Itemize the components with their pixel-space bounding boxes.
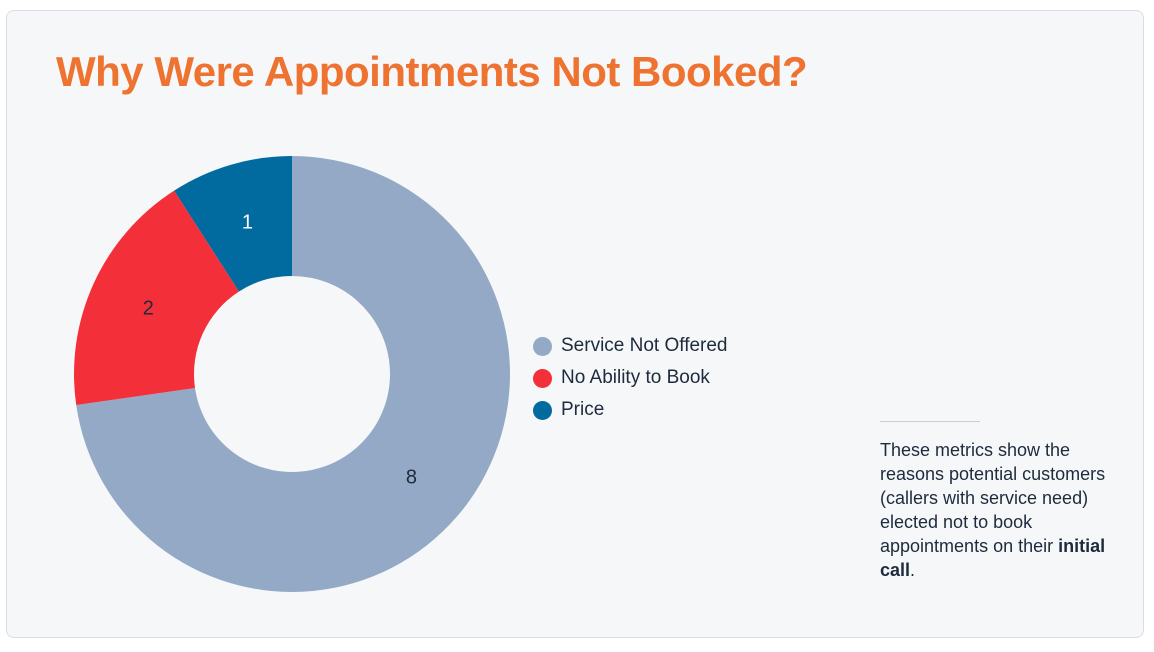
note-divider [880, 421, 980, 422]
legend-swatch [533, 368, 552, 388]
legend-label: Service Not Offered [561, 335, 728, 356]
donut-labels: 8 2 1 [143, 211, 417, 488]
donut-slices [74, 156, 510, 592]
slice-label-price: 1 [242, 211, 253, 233]
description-note: These metrics show the reasons potential… [880, 438, 1125, 582]
note-text-end: . [910, 560, 916, 580]
legend-swatch [533, 336, 552, 356]
legend-item-price: Price [533, 394, 728, 426]
slice-label-no-ability-to-book: 2 [143, 297, 154, 319]
legend-item-service-not-offered: Service Not Offered [533, 330, 728, 362]
slice-no-ability-to-book [74, 190, 240, 406]
legend-swatch [533, 400, 552, 420]
chart-legend: Service Not Offered No Ability to Book Pri… [533, 330, 728, 426]
note-text: These metrics show the reasons potential… [880, 440, 1106, 556]
legend-item-no-ability-to-book: No Ability to Book [533, 362, 728, 394]
chart-title: Why Were Appointments Not Booked? [56, 48, 808, 95]
slice-label-service-not-offered: 8 [406, 466, 417, 488]
slice-price [174, 156, 292, 292]
legend-label: Price [561, 399, 605, 420]
legend-label: No Ability to Book [561, 367, 710, 388]
slice-service-not-offered [76, 156, 510, 592]
note-emphasis: initial call [880, 536, 1106, 580]
